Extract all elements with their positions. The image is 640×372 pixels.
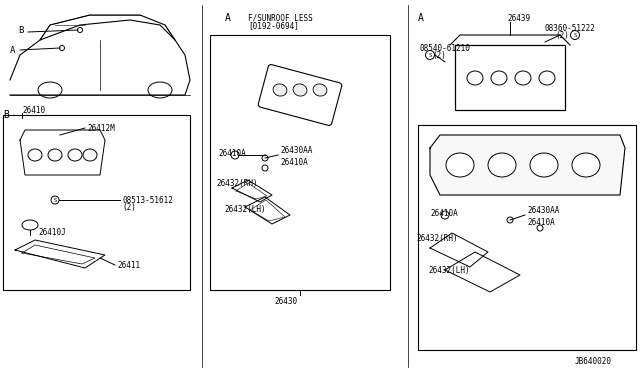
- Text: 26410A: 26410A: [430, 208, 458, 218]
- Text: 08360-51222: 08360-51222: [545, 23, 596, 32]
- Text: 26432(RH): 26432(RH): [216, 179, 258, 187]
- Ellipse shape: [293, 84, 307, 96]
- Text: S: S: [428, 52, 431, 58]
- Circle shape: [507, 217, 513, 223]
- Polygon shape: [15, 240, 105, 268]
- Circle shape: [51, 196, 59, 204]
- Ellipse shape: [28, 149, 42, 161]
- Circle shape: [60, 45, 65, 51]
- Ellipse shape: [273, 84, 287, 96]
- Ellipse shape: [530, 153, 558, 177]
- Polygon shape: [20, 130, 105, 175]
- Circle shape: [426, 51, 435, 60]
- Text: (2): (2): [122, 202, 136, 212]
- Text: 26411: 26411: [117, 260, 140, 269]
- Bar: [418, 125, 636, 350]
- Circle shape: [570, 31, 579, 39]
- Polygon shape: [445, 252, 520, 292]
- Text: A: A: [225, 13, 231, 23]
- Text: 26432(LH): 26432(LH): [224, 205, 266, 214]
- Circle shape: [77, 28, 83, 32]
- Text: 26432(RH): 26432(RH): [416, 234, 458, 243]
- Text: S: S: [53, 198, 56, 202]
- Ellipse shape: [467, 71, 483, 85]
- Text: 26430AA: 26430AA: [280, 145, 312, 154]
- Text: (2): (2): [555, 31, 569, 39]
- Text: [0192-0694]: [0192-0694]: [248, 22, 299, 31]
- Text: 26430AA: 26430AA: [527, 205, 559, 215]
- Text: 26410A: 26410A: [527, 218, 555, 227]
- Polygon shape: [430, 135, 625, 195]
- Circle shape: [441, 211, 449, 219]
- Ellipse shape: [22, 220, 38, 230]
- Circle shape: [262, 155, 268, 161]
- Circle shape: [537, 225, 543, 231]
- Ellipse shape: [488, 153, 516, 177]
- Text: JB640020: JB640020: [575, 357, 612, 366]
- Text: B: B: [18, 26, 24, 35]
- Text: S: S: [573, 32, 577, 38]
- Ellipse shape: [48, 149, 62, 161]
- Circle shape: [231, 151, 239, 159]
- Text: A: A: [418, 13, 424, 23]
- Ellipse shape: [491, 71, 507, 85]
- Text: 08513-51612: 08513-51612: [122, 196, 173, 205]
- FancyBboxPatch shape: [258, 64, 342, 125]
- Bar: [3, 115, 190, 290]
- Ellipse shape: [572, 153, 600, 177]
- Bar: [210, 35, 390, 290]
- Text: 26410A: 26410A: [218, 148, 246, 157]
- Text: F/SUNROOF LESS: F/SUNROOF LESS: [248, 13, 313, 22]
- Polygon shape: [430, 233, 488, 267]
- Text: B: B: [3, 110, 9, 120]
- Text: 26430: 26430: [274, 298, 297, 307]
- Ellipse shape: [313, 84, 327, 96]
- Polygon shape: [245, 197, 290, 224]
- Text: (2): (2): [432, 51, 446, 60]
- Ellipse shape: [83, 149, 97, 161]
- Text: 26410J: 26410J: [38, 228, 66, 237]
- Polygon shape: [232, 180, 272, 202]
- Text: 08540-61210: 08540-61210: [420, 44, 471, 52]
- Text: A: A: [10, 45, 15, 55]
- Ellipse shape: [446, 153, 474, 177]
- Ellipse shape: [539, 71, 555, 85]
- Circle shape: [262, 165, 268, 171]
- Ellipse shape: [38, 82, 62, 98]
- Ellipse shape: [148, 82, 172, 98]
- Ellipse shape: [68, 149, 82, 161]
- Text: 26412M: 26412M: [87, 124, 115, 132]
- Text: 26432(LH): 26432(LH): [428, 266, 470, 275]
- Text: 26410: 26410: [22, 106, 45, 115]
- Ellipse shape: [515, 71, 531, 85]
- Text: 26439: 26439: [507, 13, 530, 22]
- Text: 26410A: 26410A: [280, 157, 308, 167]
